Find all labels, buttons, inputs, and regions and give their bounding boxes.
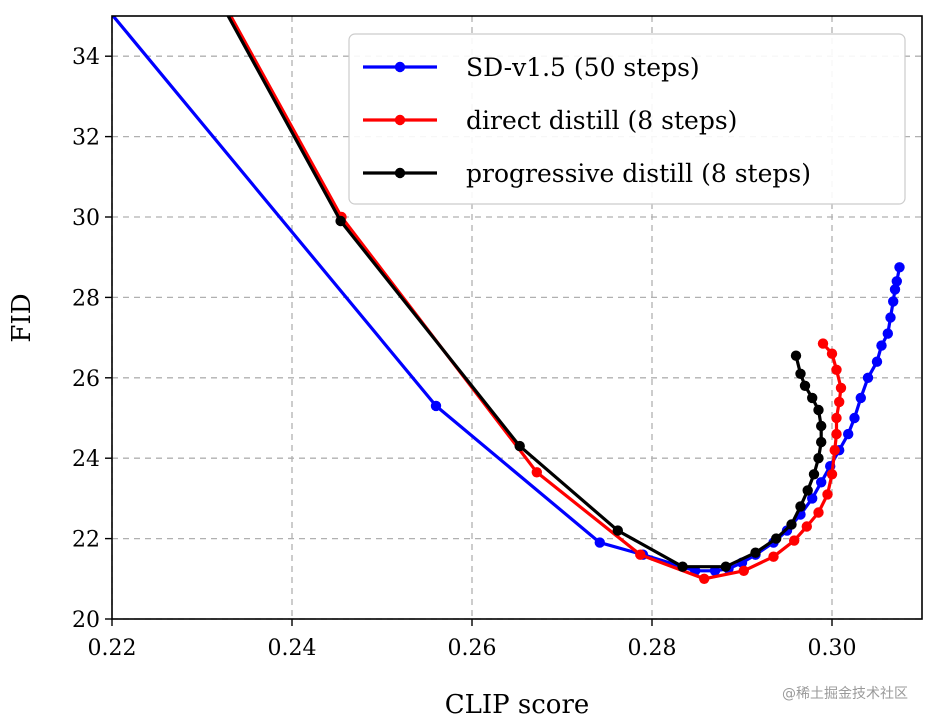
data-point [862, 372, 874, 383]
data-point [835, 382, 847, 394]
data-point [813, 453, 824, 464]
data-point [808, 469, 820, 480]
x-axis-label: CLIP score [445, 690, 590, 720]
x-tick-label: 0.24 [268, 636, 317, 661]
data-point [816, 477, 827, 488]
data-point [816, 420, 827, 432]
data-point [855, 392, 866, 404]
legend-label: SD-v1.5 (50 steps) [466, 53, 700, 82]
data-point [789, 535, 800, 546]
legend-item: direct distill (8 steps) [363, 106, 737, 135]
data-point [771, 533, 782, 544]
data-point [720, 561, 731, 572]
data-point [885, 312, 896, 323]
legend: SD-v1.5 (50 steps) direct distill (8 step… [348, 33, 906, 205]
data-point [871, 356, 883, 367]
data-point [531, 467, 542, 478]
data-point [834, 396, 845, 408]
data-point [795, 368, 806, 379]
y-tick-label: 30 [72, 206, 100, 231]
data-point [430, 400, 442, 412]
data-point [816, 436, 827, 448]
x-tick-label: 0.26 [448, 636, 497, 661]
legend-item: SD-v1.5 (50 steps) [363, 53, 700, 82]
data-point [768, 551, 779, 562]
data-point [882, 328, 893, 339]
data-point [831, 428, 842, 440]
legend-swatch-marker [394, 114, 406, 126]
data-point [817, 338, 829, 349]
data-point [790, 350, 802, 361]
data-point [514, 440, 525, 452]
data-point [612, 525, 623, 536]
series-layer [112, 16, 905, 584]
x-tick-label: 0.28 [628, 636, 677, 661]
data-point [831, 412, 842, 424]
legend-label: direct distill (8 steps) [466, 106, 737, 135]
data-point [738, 565, 749, 576]
data-point [876, 340, 887, 351]
y-tick-label: 32 [72, 126, 100, 151]
data-point [750, 547, 761, 558]
series-line [112, 16, 902, 573]
legend-label: progressive distill (8 steps) [466, 159, 811, 188]
y-tick-label: 34 [72, 45, 100, 70]
data-point [635, 549, 646, 560]
data-point [826, 348, 838, 359]
y-tick-label: 26 [72, 367, 100, 392]
y-tick-label: 24 [72, 447, 100, 472]
watermark: @稀土掘金技术社区 [782, 686, 908, 702]
data-point [807, 493, 818, 504]
series-3 [226, 16, 827, 572]
x-tick-label: 0.22 [88, 636, 137, 661]
legend-swatch-marker [394, 167, 406, 179]
data-point [813, 507, 824, 518]
data-point [822, 489, 833, 500]
data-point [802, 485, 813, 496]
data-point [829, 445, 840, 456]
data-point [799, 380, 811, 391]
y-axis-ticks: 20 22 24 26 28 30 32 34 [72, 45, 112, 633]
data-point [795, 501, 806, 512]
data-point [335, 215, 346, 227]
data-point [677, 561, 688, 572]
data-point [888, 296, 899, 307]
plot-frame [111, 15, 923, 620]
data-point [849, 412, 860, 424]
data-point [801, 521, 812, 532]
y-tick-label: 20 [72, 608, 100, 633]
data-point [894, 262, 905, 273]
legend-swatch-marker [394, 61, 406, 73]
y-axis-label: FID [7, 293, 37, 342]
data-point [594, 537, 605, 548]
data-point [807, 392, 818, 404]
data-point [889, 284, 901, 295]
data-point [843, 428, 854, 440]
y-tick-label: 28 [72, 286, 100, 311]
y-tick-label: 22 [72, 528, 100, 553]
x-axis-ticks: 0.22 0.24 0.26 0.28 0.30 [88, 619, 857, 661]
data-point [826, 469, 838, 480]
legend-item: progressive distill (8 steps) [363, 159, 811, 188]
data-point [813, 404, 824, 416]
data-point [891, 276, 902, 287]
data-point [786, 519, 797, 530]
legend-box [348, 33, 906, 205]
x-tick-label: 0.30 [808, 636, 857, 661]
data-point [831, 364, 842, 375]
data-point [699, 573, 710, 584]
